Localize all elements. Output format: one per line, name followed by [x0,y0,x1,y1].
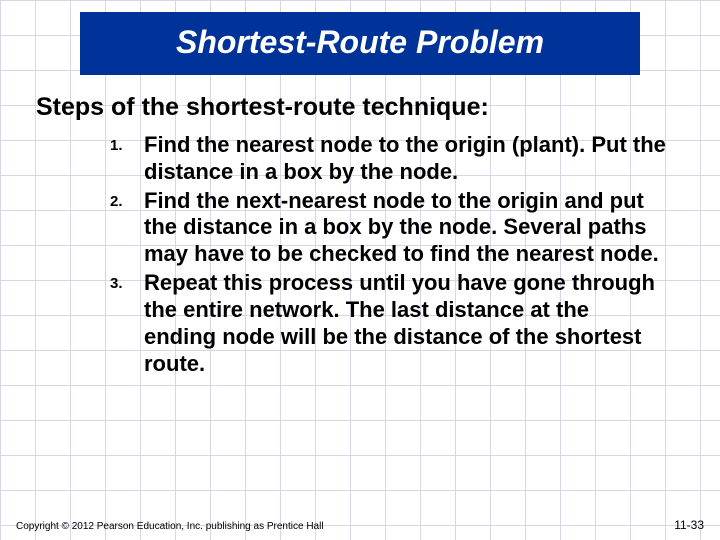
step-marker: 1. [110,137,123,155]
slide-title: Shortest-Route Problem [90,24,630,61]
title-box: Shortest-Route Problem [80,12,640,75]
page-number: 11-33 [674,518,704,532]
list-item: 2. Find the next-nearest node to the ori… [110,188,666,268]
step-text: Repeat this process until you have gone … [144,270,655,375]
list-item: 3. Repeat this process until you have go… [110,270,666,377]
step-text: Find the nearest node to the origin (pla… [144,132,666,184]
list-item: 1. Find the nearest node to the origin (… [110,132,666,186]
step-text: Find the next-nearest node to the origin… [144,188,659,267]
step-marker: 2. [110,193,123,211]
slide-subtitle: Steps of the shortest-route technique: [36,93,690,122]
slide-footer: Copyright © 2012 Pearson Education, Inc.… [0,518,720,532]
slide-container: Shortest-Route Problem Steps of the shor… [0,0,720,540]
step-marker: 3. [110,275,123,293]
steps-list: 1. Find the nearest node to the origin (… [110,132,666,377]
copyright-text: Copyright © 2012 Pearson Education, Inc.… [16,521,324,532]
